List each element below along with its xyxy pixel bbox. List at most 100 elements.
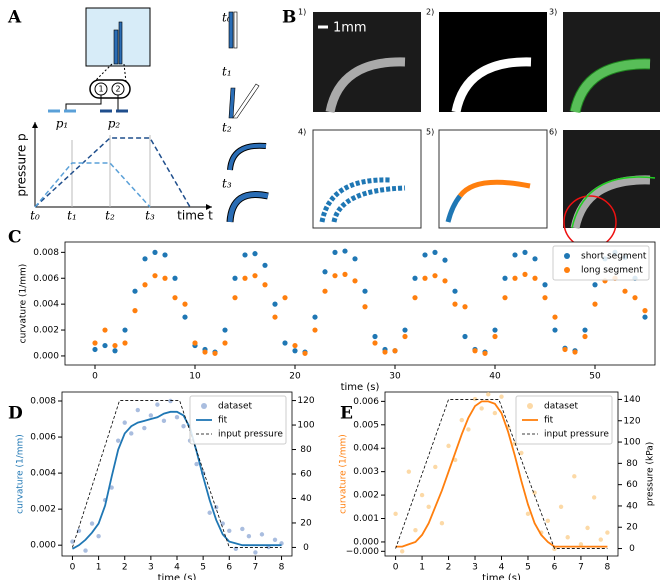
- data-point: [232, 275, 238, 281]
- data-point: [442, 257, 448, 263]
- data-point: [232, 295, 238, 301]
- time-label: t₀: [30, 209, 40, 223]
- data-point: [532, 256, 538, 262]
- actuator: [118, 21, 123, 65]
- data-point: [76, 528, 82, 533]
- data-point: [292, 348, 298, 354]
- y2-tick-label: 140: [623, 395, 640, 405]
- chamber-label: 1: [98, 85, 103, 94]
- legend-label: input pressure: [544, 430, 609, 440]
- data-point: [591, 495, 597, 500]
- y2-tick-label: 120: [623, 416, 640, 426]
- x-tick-label: 10: [189, 372, 201, 382]
- data-point: [502, 295, 508, 301]
- data-point: [572, 349, 578, 355]
- data-point: [452, 288, 458, 294]
- time-label: t₁: [67, 209, 77, 223]
- data-point: [525, 511, 531, 517]
- y-tick-label: 0.004: [353, 444, 379, 454]
- data-point: [282, 295, 288, 301]
- data-point: [432, 273, 438, 279]
- data-point: [562, 346, 568, 353]
- stage-label: t₀: [222, 11, 232, 25]
- data-point: [122, 327, 128, 333]
- data-point: [92, 340, 98, 346]
- panel-label: A: [7, 8, 22, 28]
- y2-tick-label: 20: [626, 523, 638, 533]
- x-tick-label: 8: [605, 563, 611, 573]
- actuator: [113, 29, 119, 65]
- panel-label: D: [8, 404, 23, 424]
- data-point: [132, 308, 138, 314]
- data-point: [272, 537, 278, 542]
- data-point: [572, 474, 577, 479]
- step-label: 3): [549, 8, 557, 17]
- data-point: [112, 342, 118, 349]
- data-point: [542, 282, 548, 288]
- y-axis-label: curvature (1/mm): [19, 264, 29, 344]
- data-point: [70, 539, 75, 544]
- data-point: [192, 340, 198, 346]
- fit-arc: [571, 176, 656, 229]
- data-point: [522, 249, 528, 255]
- data-point: [332, 273, 338, 279]
- legend-label: fit: [218, 416, 228, 426]
- chamber-label: 2: [115, 85, 120, 94]
- data-point: [492, 333, 498, 340]
- x-tick-label: 20: [289, 372, 301, 382]
- x-tick-label: 8: [279, 563, 285, 573]
- data-point: [362, 304, 368, 310]
- y-axis-label: curvature (1/mm): [339, 434, 349, 514]
- x-tick-label: 0: [393, 563, 399, 573]
- legend-label: short segment: [581, 252, 647, 262]
- data-point: [426, 504, 431, 509]
- segment-trace: [445, 194, 462, 223]
- data-point: [482, 350, 488, 356]
- data-point: [172, 275, 178, 281]
- data-point: [220, 521, 225, 526]
- x-axis-label: time (s): [341, 382, 380, 393]
- data-point: [242, 252, 248, 258]
- actuator-icon: [228, 143, 267, 171]
- y2-tick-label: 40: [626, 501, 638, 511]
- data-point: [115, 438, 121, 443]
- panel-label: C: [8, 228, 22, 248]
- data-point: [392, 348, 398, 354]
- step-label: 6): [549, 128, 557, 137]
- data-point: [422, 252, 428, 258]
- data-point: [352, 278, 358, 284]
- data-point: [486, 392, 491, 397]
- y-tick-label: 0.006: [30, 433, 56, 443]
- data-point: [262, 262, 268, 268]
- data-point: [585, 525, 590, 531]
- data-point: [194, 461, 199, 467]
- series-line: [395, 399, 608, 549]
- data-point: [152, 249, 158, 255]
- legend-label: long segment: [581, 266, 643, 276]
- y-tick-label: 0.003: [353, 467, 379, 477]
- data-point: [582, 327, 588, 333]
- data-point: [492, 327, 498, 333]
- legend-box: [552, 245, 650, 281]
- contour: [569, 58, 651, 114]
- y-tick-label: 0.005: [353, 420, 379, 430]
- data-point: [439, 521, 445, 526]
- data-point: [155, 402, 160, 407]
- actuator-icon: [227, 192, 269, 223]
- data-point: [400, 549, 405, 554]
- zoom-line: [93, 63, 113, 83]
- y-tick-label: 0.006: [353, 397, 379, 407]
- data-point: [442, 278, 448, 284]
- data-point: [322, 288, 328, 294]
- data-point: [135, 407, 140, 413]
- data-point: [202, 349, 208, 355]
- data-point: [632, 295, 638, 301]
- data-point: [452, 457, 458, 463]
- y2-tick-label: 20: [300, 518, 312, 528]
- y2-tick-label: 0: [629, 544, 635, 554]
- data-point: [181, 424, 186, 429]
- data-point: [393, 511, 398, 517]
- y2-tick-label: 40: [300, 494, 312, 504]
- time-label: t₂: [105, 209, 115, 223]
- pressure-label: p₂: [108, 117, 121, 131]
